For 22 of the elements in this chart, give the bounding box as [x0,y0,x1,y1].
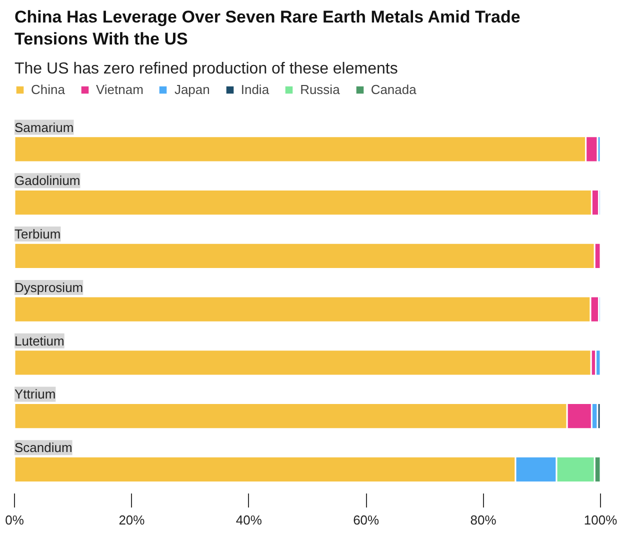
y-tick-label: Scandium [14,440,72,456]
legend-label: Japan [174,82,210,97]
legend-label: Russia [300,82,340,97]
y-tick-label: Samarium [14,120,74,135]
y-tick-label: Gadolinium [14,173,80,188]
chart-subtitle: The US has zero refined production of these elements [14,60,398,78]
y-tick-label: Terbium [14,226,61,242]
x-tick-label: 0% [5,512,24,528]
legend-label: China [31,82,65,97]
x-tick-label: 100% [584,512,618,528]
legend-label: India [240,82,270,97]
y-tick-label: Yttrium [14,386,56,402]
x-tick-label: 60% [353,512,380,528]
y-tick-label: Lutetium [14,333,64,348]
chart-title: China Has Leverage Over Seven Rare Earth Metals Amid Trade Tensions With the US [14,8,520,48]
y-tick-label: Dysprosium [14,280,84,295]
legend-label: Vietnam [96,82,144,97]
x-tick-label: 80% [470,512,497,528]
x-tick-label: 40% [236,512,262,528]
x-tick-label: 20% [118,512,146,528]
legend-label: Canada [370,82,416,97]
bar [14,349,592,376]
